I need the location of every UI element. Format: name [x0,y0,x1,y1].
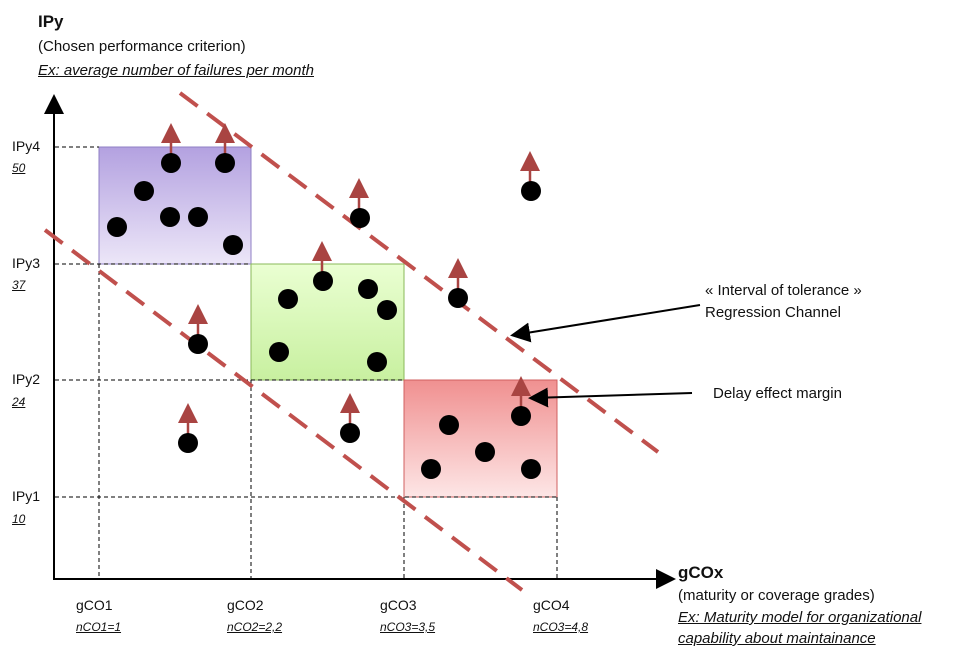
delay-pointer-arrow [528,387,693,408]
y-tick-value: 10 [12,512,26,526]
x-tick-value: nCO3=4,8 [533,620,589,634]
y-axis-example: Ex: average number of failures per month [38,62,314,79]
x-tick-label: gCO1 [76,597,113,613]
x-axis-example-line1: Ex: Maturity model for organizational [678,609,922,626]
x-tick-label: gCO3 [380,597,417,613]
guide-lines [55,146,558,578]
tolerance-annotation-line1: « Interval of tolerance » [705,282,862,299]
x-tick-value: nCO2=2,2 [227,620,283,634]
x-axis-subtitle: (maturity or coverage grades) [678,587,875,604]
y-tick-value: 50 [12,161,26,175]
y-tick-label: IPy3 [12,255,41,271]
x-tick-value: nCO1=1 [76,620,122,634]
tolerance-pointer-arrow [510,304,701,343]
x-tick-value: nCO3=3,5 [380,620,436,634]
y-tick-value: 37 [12,278,26,292]
y-tick-label: IPy1 [12,488,41,504]
y-tick-value: 24 [12,395,26,409]
x-tick-label: gCO4 [533,597,570,613]
x-axis-title: gCOx [678,563,724,582]
data-points [107,153,541,479]
y-tick-label: IPy4 [12,138,41,154]
y-tick-label: IPy2 [12,371,41,387]
improvement-arrows [161,123,540,435]
x-tick-label: gCO2 [227,597,264,613]
delay-annotation: Delay effect margin [713,385,842,402]
tolerance-annotation-line2: Regression Channel [705,304,841,321]
y-axis-subtitle: (Chosen performance criterion) [38,38,246,55]
y-axis-title: IPy [38,12,64,31]
x-axis-example-line2: capability about maintainance [678,630,876,647]
